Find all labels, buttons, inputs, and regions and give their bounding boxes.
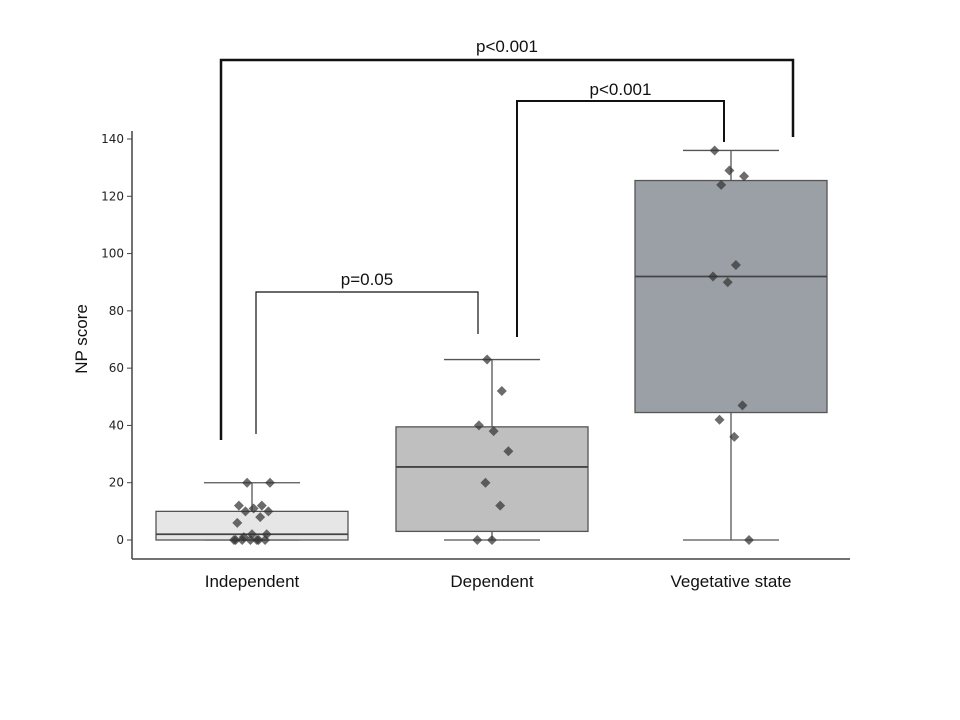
y-tick-label: 100 <box>101 247 124 261</box>
bracket-line <box>255 291 479 434</box>
data-point <box>503 446 514 457</box>
data-point <box>488 426 499 437</box>
y-tick-label: 140 <box>101 132 124 146</box>
bracket-line <box>516 100 725 337</box>
data-point <box>232 517 243 528</box>
data-point <box>238 532 249 543</box>
data-point <box>714 414 725 425</box>
data-point <box>247 529 257 540</box>
data-point <box>708 271 718 282</box>
box-vegetative-state <box>634 149 828 541</box>
axes: 0 20 40 60 80 100 120 140 <box>101 131 850 560</box>
p-value-label: p=0.05 <box>341 270 393 289</box>
bracket-3: p<0.001 <box>219 37 795 440</box>
bracket-2: p<0.001 <box>516 80 725 337</box>
data-point <box>737 400 748 411</box>
data-point <box>482 354 493 365</box>
x-tick-label-vegetative-state: Vegetative state <box>671 572 792 591</box>
data-point <box>248 503 259 514</box>
data-point <box>729 431 740 442</box>
data-point <box>744 535 754 545</box>
p-value-label: p<0.001 <box>476 37 538 56</box>
data-point <box>253 535 264 545</box>
data-point <box>480 477 491 488</box>
data-point <box>265 477 275 488</box>
x-tick-label-dependent: Dependent <box>450 572 533 591</box>
y-axis-title: NP score <box>72 304 91 374</box>
data-point <box>242 477 253 488</box>
data-point <box>730 260 741 271</box>
data-point <box>472 535 483 545</box>
y-tick-label: 80 <box>109 304 124 318</box>
data-point <box>724 165 735 176</box>
bracket-line <box>219 58 795 440</box>
bracket-1: p=0.05 <box>255 270 479 434</box>
data-point <box>240 506 251 517</box>
y-ticks: 0 20 40 60 80 100 120 140 <box>101 132 132 547</box>
data-point <box>230 535 241 545</box>
data-point <box>261 529 272 540</box>
iqr-box <box>395 426 589 533</box>
y-tick-label: 0 <box>116 533 124 547</box>
category-labels: Independent Dependent Vegetative state <box>205 572 792 591</box>
data-point <box>473 420 484 431</box>
data-point <box>739 171 750 182</box>
y-tick-label: 40 <box>109 418 124 432</box>
data-point <box>233 500 244 511</box>
iqr-box <box>634 179 828 414</box>
significance-brackets: p=0.05 p<0.001 p<0.001 <box>219 37 795 440</box>
data-point <box>709 145 720 156</box>
data-point <box>495 500 506 511</box>
data-point <box>256 500 267 511</box>
data-point <box>496 386 507 397</box>
box-dependent <box>395 358 589 541</box>
y-tick-label: 120 <box>101 189 124 203</box>
data-point <box>255 512 266 523</box>
points <box>229 145 754 545</box>
boxes <box>155 149 828 541</box>
data-point <box>716 179 727 190</box>
data-point <box>263 506 274 517</box>
p-value-label: p<0.001 <box>590 80 652 99</box>
x-tick-label-independent: Independent <box>205 572 300 591</box>
data-point <box>722 277 733 288</box>
y-tick-label: 20 <box>109 476 124 490</box>
y-tick-label: 60 <box>109 361 124 375</box>
data-point <box>487 535 497 545</box>
